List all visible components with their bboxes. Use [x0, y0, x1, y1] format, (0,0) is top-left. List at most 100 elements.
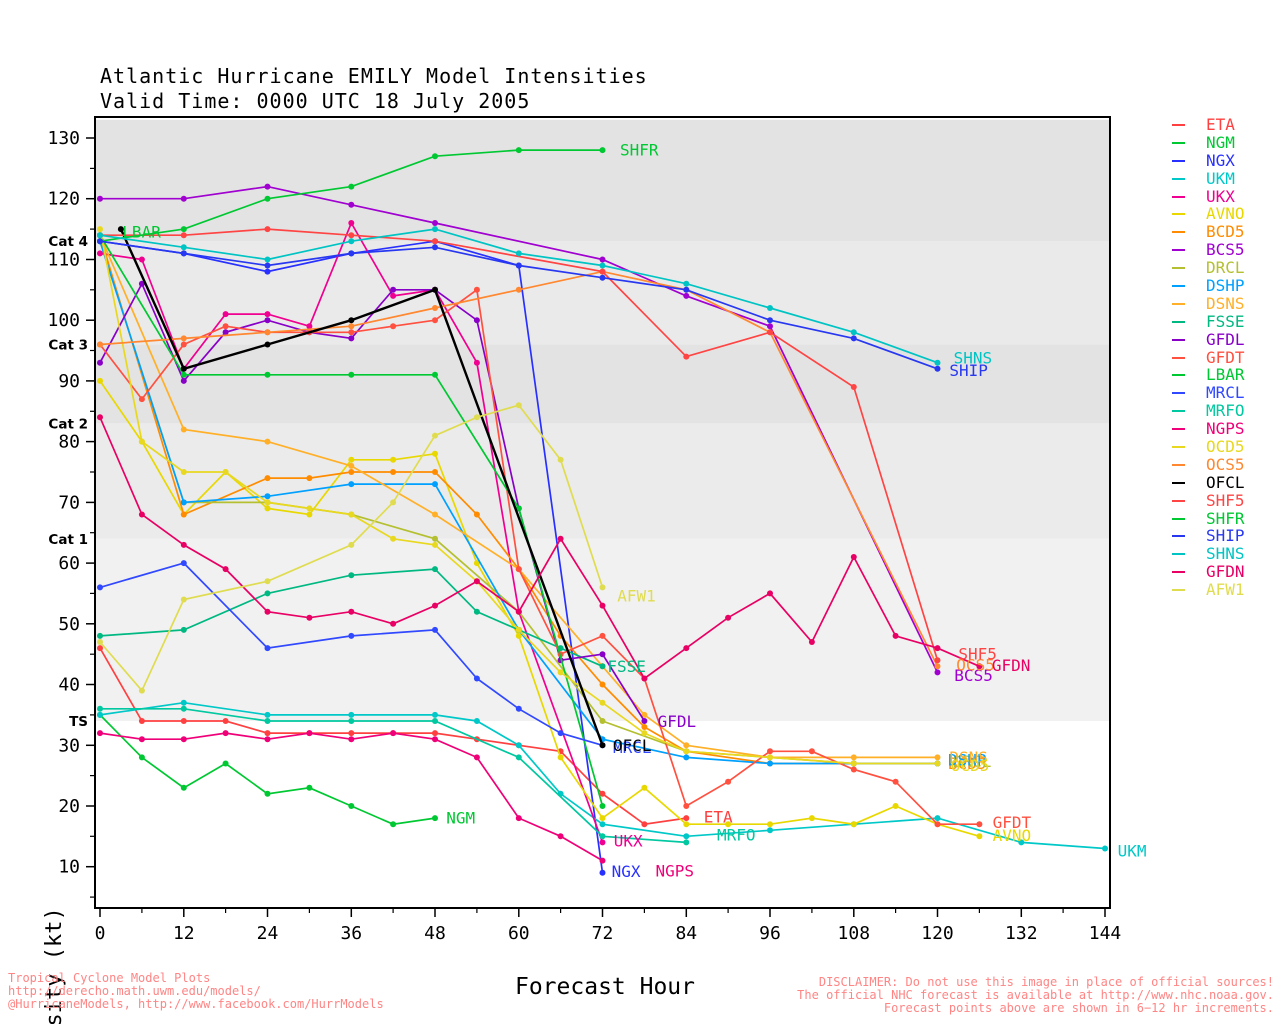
legend-swatch-MRFO [1172, 410, 1185, 413]
data-point [180, 596, 187, 603]
series-label-SHIP: SHIP [949, 361, 988, 380]
data-point [432, 305, 438, 311]
legend-label-MRFO: MRFO [1206, 401, 1245, 421]
cat-label: TS [69, 714, 88, 730]
series-label-LBAR: LBAR [122, 223, 161, 242]
legend-swatch-ETA [1172, 123, 1185, 126]
data-point [264, 183, 271, 190]
data-point [390, 456, 397, 463]
data-point [934, 815, 941, 822]
data-point [348, 711, 355, 718]
legend-swatch-DRCL [1172, 267, 1185, 270]
x-tick-label: 120 [921, 923, 954, 944]
data-point [264, 311, 271, 318]
y-tick-label: 60 [58, 553, 80, 574]
data-point [934, 365, 941, 372]
data-point [599, 268, 606, 275]
series-SHFR [97, 147, 606, 245]
data-point [850, 384, 857, 390]
data-point [348, 317, 355, 324]
data-point [180, 699, 187, 706]
legend-item-NGM: NGM [1172, 134, 1245, 152]
data-point [432, 541, 438, 548]
data-point [683, 353, 690, 360]
data-point [850, 329, 857, 336]
series-UKM [97, 699, 1108, 852]
data-point [557, 833, 564, 840]
data-point [725, 614, 732, 621]
cat-label: Cat 2 [48, 416, 88, 432]
legend-swatch-SHF5 [1172, 499, 1185, 502]
data-point [432, 626, 438, 633]
data-point [432, 371, 438, 378]
data-point [348, 572, 355, 579]
data-point [432, 244, 438, 251]
series-label-AVNO: AVNO [993, 826, 1032, 845]
data-point [683, 280, 690, 287]
series-label-DRCL: DRCL [953, 752, 992, 771]
data-point [180, 371, 187, 378]
data-point [850, 754, 857, 761]
data-point [306, 614, 313, 621]
cat-label: Cat 4 [48, 234, 88, 250]
y-tick-label: 50 [58, 614, 80, 635]
category-band [95, 423, 1110, 539]
data-point [557, 730, 564, 737]
x-tick-label: 108 [838, 923, 871, 944]
x-axis-title: Forecast Hour [514, 974, 695, 1000]
data-point [138, 754, 145, 761]
legend-label-OCS5: OCS5 [1206, 454, 1245, 474]
x-tick-label: 60 [508, 923, 530, 944]
plot-frame [94, 116, 1111, 909]
x-tick-label: 84 [675, 923, 697, 944]
data-point [599, 262, 606, 269]
data-point [348, 632, 355, 639]
data-point [515, 815, 522, 822]
data-point [432, 317, 438, 324]
data-point [683, 748, 690, 755]
category-band [95, 721, 1110, 908]
data-point [264, 226, 271, 233]
legend-label-OCD5: OCD5 [1206, 436, 1245, 456]
data-point [180, 705, 187, 712]
data-point [1018, 839, 1025, 846]
x-tick-label: 12 [173, 923, 195, 944]
data-point [641, 784, 648, 791]
x-tick-label: 0 [95, 923, 106, 944]
data-point [264, 499, 271, 506]
data-point [348, 736, 355, 743]
legend-item-DSHP: DSHP [1172, 277, 1245, 295]
legend-label-NGX: NGX [1206, 150, 1235, 170]
data-point [473, 511, 480, 518]
series-label-GFDN: GFDN [992, 656, 1031, 675]
legend-item-OFCL: OFCL [1172, 474, 1245, 492]
series-label-OCD5: OCD5 [951, 756, 990, 775]
model-legend: ETA NGM NGX UKM UKX AVNO BCD5 BCS5 DRCL DSHP DSNS F… [1172, 116, 1245, 599]
data-point [767, 754, 773, 761]
data-point [138, 511, 145, 518]
data-point [934, 657, 941, 664]
series-label-BCD5: BCD5 [948, 754, 987, 773]
x-tick-label: 24 [257, 923, 279, 944]
legend-swatch-NGM [1172, 141, 1185, 144]
data-point [264, 590, 271, 597]
legend-item-DRCL: DRCL [1172, 259, 1245, 277]
y-tick-label: 120 [47, 189, 80, 210]
data-point [180, 499, 187, 506]
legend-item-UKX: UKX [1172, 188, 1245, 206]
legend-swatch-UKX [1172, 195, 1185, 198]
data-point [390, 292, 397, 299]
data-point [473, 317, 480, 324]
data-point [180, 511, 187, 518]
data-point [222, 311, 229, 318]
series-label-SHF5: SHF5 [958, 645, 997, 664]
data-point [138, 396, 145, 403]
data-point [767, 827, 773, 834]
data-point [599, 699, 606, 706]
legend-swatch-NGX [1172, 159, 1185, 162]
data-point [850, 760, 857, 767]
legend-item-BCD5: BCD5 [1172, 223, 1245, 241]
data-point [767, 748, 773, 755]
